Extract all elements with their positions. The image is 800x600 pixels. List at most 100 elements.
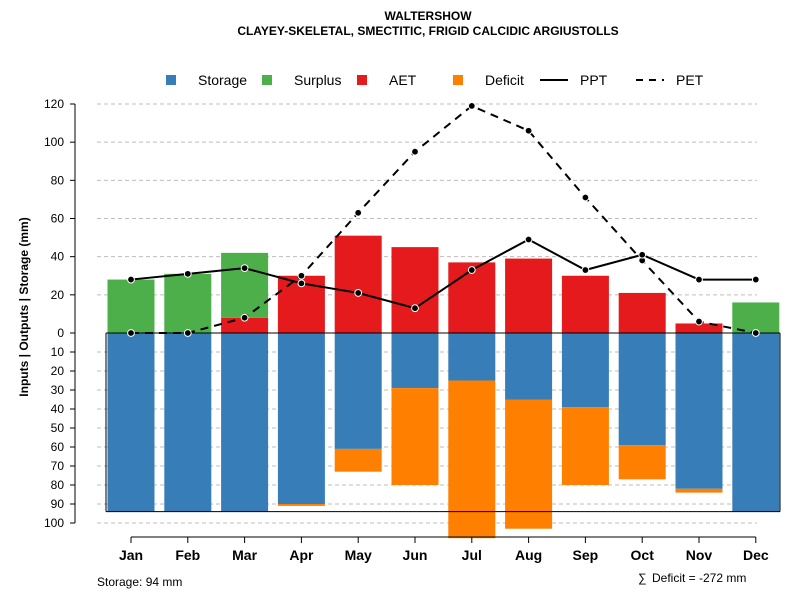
storage-bar [277,333,325,504]
deficit-bar [618,445,666,480]
legend-label-ppt: PPT [580,72,608,88]
deficit-bar [391,388,439,485]
storage-bar [334,333,382,449]
y-tick-label: 10 [51,345,65,359]
pet-point [411,147,419,156]
pet-point [524,126,533,135]
surplus-bar [164,273,212,333]
sum-symbol: ∑ [638,571,647,585]
deficit-bar [448,380,496,539]
storage-bar [221,333,269,512]
deficit-total-note: Deficit = -272 mm [652,571,746,585]
ppt-point [524,235,533,244]
x-tick-label: Jan [119,547,143,563]
storage-bar [164,333,212,512]
y-tick-label: 90 [51,497,65,511]
chart-subtitle: CLAYEY-SKELETAL, SMECTITIC, FRIGID CALCI… [237,24,618,38]
aet-bar [334,235,382,333]
aet-bar [448,262,496,333]
ppt-point [695,275,703,284]
y-tick-label: 60 [51,212,65,226]
x-tick-label: Jun [403,547,428,563]
y-tick-label: 20 [51,364,65,378]
pet-point [581,193,590,202]
legend-swatch-aet [357,75,367,85]
pet-line [131,104,756,334]
legend-label-deficit: Deficit [485,72,524,88]
surplus-bar [221,252,269,318]
y-tick-label: 80 [51,478,65,492]
pet-point [183,329,192,337]
storage-bar [448,333,496,381]
deficit-bar [334,448,382,472]
aet-bar [561,275,609,333]
y-tick-label: 0 [57,326,64,340]
storage-bar [391,333,439,389]
aet-bar [391,247,439,333]
x-tick-label: May [345,547,372,563]
x-tick-label: Dec [743,547,769,563]
pet-point [751,329,760,337]
pet-point [354,208,363,217]
legend-swatch-surplus [262,75,272,85]
y-tick-label: 70 [51,459,65,473]
series-lines [127,102,760,337]
x-tick-label: Mar [232,547,257,563]
pet-point [297,271,306,280]
storage-bar [107,333,155,512]
x-tick-label: Oct [631,547,655,563]
legend-label-pet: PET [676,72,704,88]
legend-label-surplus: Surplus [294,72,341,88]
aet-bar [505,258,553,333]
legend-label-storage: Storage [198,72,247,88]
legend: Storage Surplus AET Deficit PPT PET [166,72,704,88]
surplus-bar [107,279,155,333]
aet-bar [618,292,666,333]
surplus-bar [732,302,780,333]
aet-bar [675,323,723,333]
ppt-point [240,264,249,273]
ppt-point [467,266,476,274]
ppt-point [638,250,647,259]
pet-point [467,102,476,110]
pet-point [127,329,135,337]
y-axis-label: Inputs | Outputs | Storage (mm) [17,217,31,396]
deficit-bar [561,407,609,485]
ppt-point [127,275,135,284]
bars [107,235,780,539]
pet-point [695,317,703,326]
chart-title: WALTERSHOW [384,9,472,23]
storage-bar [505,333,553,400]
y-tick-label: 80 [51,173,65,187]
x-tick-label: Sep [573,547,599,563]
ppt-point [183,269,192,278]
ppt-point [751,275,760,284]
axes: 0 20 40 60 80 100 120 10 20 30 40 50 60 70 80 90 100 Jan F… [44,97,781,563]
y-tick-label: 60 [51,440,65,454]
storage-bar [618,333,666,446]
ppt-point [354,289,363,297]
y-tick-label: 40 [51,402,65,416]
storage-note: Storage: 94 mm [97,575,182,589]
ppt-point [411,304,419,313]
x-tick-label: Jul [462,547,482,563]
deficit-bar [277,504,325,506]
pet-point [240,313,249,322]
deficit-bar [505,399,553,529]
x-tick-label: Feb [175,547,200,563]
y-tick-label: 120 [44,97,64,111]
y-tick-label: 30 [51,383,65,397]
x-tick-label: Nov [686,547,713,563]
ppt-point [297,279,306,288]
legend-label-aet: AET [389,72,417,88]
y-tick-label: 40 [51,250,65,264]
y-tick-label: 20 [51,288,65,302]
storage-bar [675,333,723,489]
ppt-line [130,238,756,310]
y-tick-label: 100 [44,516,64,530]
x-tick-label: Apr [289,547,314,563]
y-tick-label: 100 [44,135,64,149]
legend-swatch-storage [166,75,176,85]
x-tick-label: Aug [515,547,542,563]
